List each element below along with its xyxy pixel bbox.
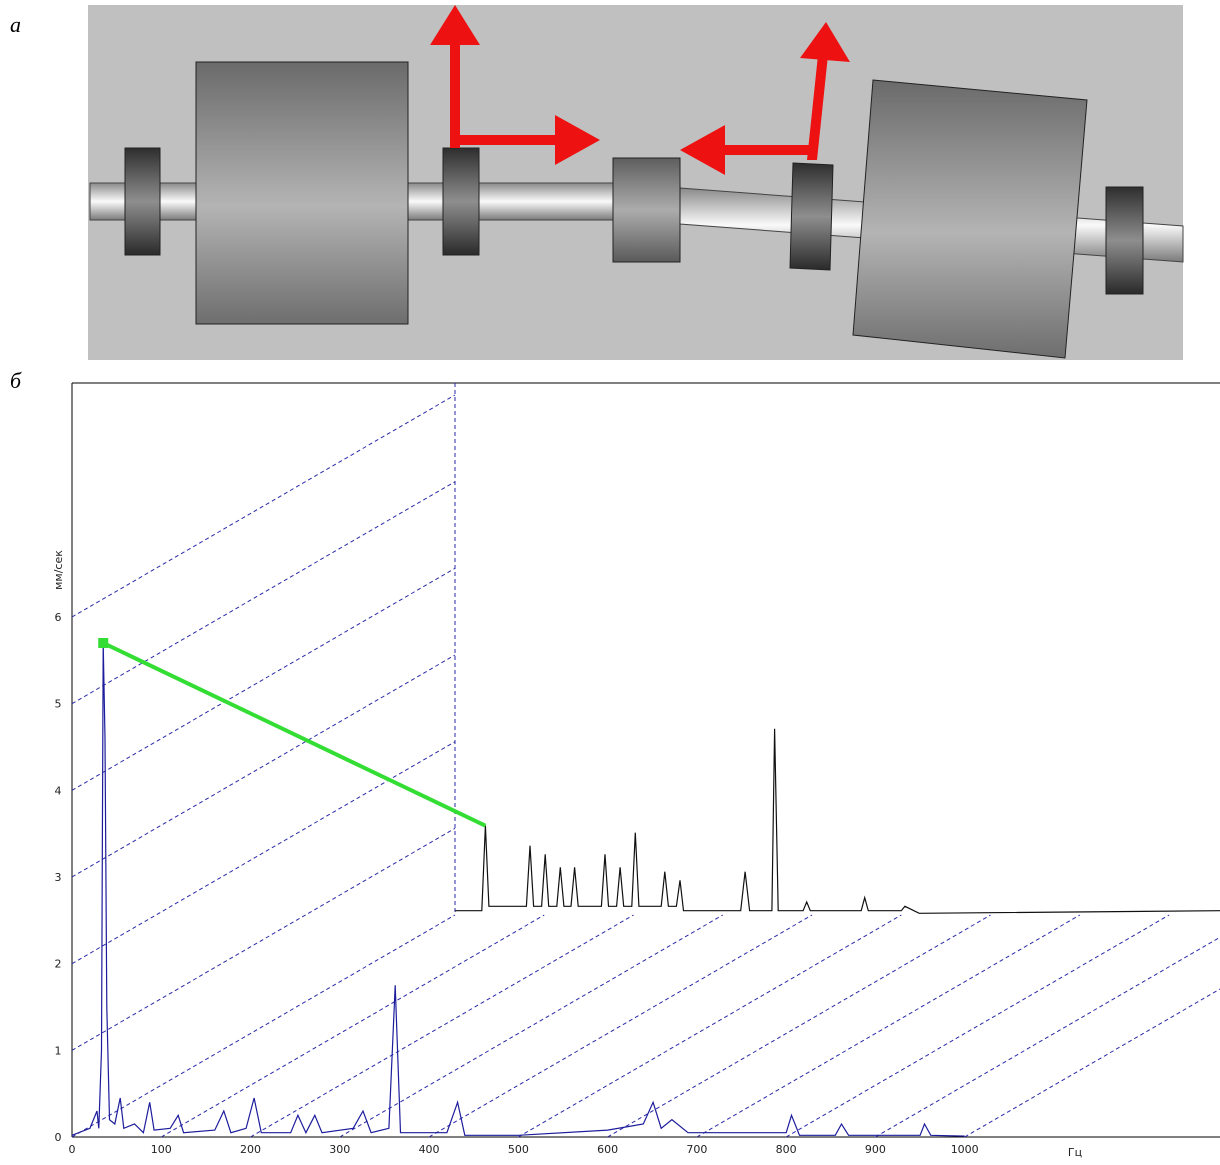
x-tick-label: 100: [151, 1143, 172, 1156]
x-tick-label: 0: [69, 1143, 76, 1156]
peak-marker: [98, 638, 109, 648]
spectrum-line: [455, 728, 1220, 914]
x-tick-label: 1000: [951, 1143, 979, 1156]
y-tick-label: 2: [55, 958, 62, 971]
spectrum-chart: 0 1 2 3 4 5 6 0 100 200 300 400 500 600 700 800 900 1000 Г…: [52, 382, 1220, 1159]
grid-line: [71, 914, 456, 1138]
grid-line: [71, 741, 456, 965]
machine-diagram: [88, 5, 1184, 360]
x-tick-label: 400: [419, 1143, 440, 1156]
x-tick-label: 700: [686, 1143, 707, 1156]
peak-connector: [102, 641, 487, 828]
grid-line: [607, 914, 991, 1138]
grid-line: [161, 914, 545, 1138]
x-axis-label: Гц: [1068, 1146, 1082, 1159]
grid-line: [71, 394, 456, 618]
y-tick-label: 3: [55, 871, 62, 884]
grid-line: [339, 914, 724, 1138]
x-tick-label: 300: [329, 1143, 350, 1156]
grid-line: [71, 481, 456, 705]
grid-line: [71, 567, 456, 791]
panel-label: б: [10, 368, 22, 393]
x-tick-label: 200: [240, 1143, 261, 1156]
grid-line: [428, 914, 813, 1138]
y-tick-label: 1: [55, 1044, 62, 1057]
grid-line: [964, 988, 1220, 1138]
y-tick-label: 6: [55, 611, 62, 624]
panel-label: а: [10, 12, 21, 37]
x-tick-label: 800: [776, 1143, 797, 1156]
bearing: [1105, 186, 1144, 295]
rotor: [195, 61, 409, 325]
coupling: [612, 157, 681, 263]
grid-line: [875, 936, 1220, 1138]
grid-line: [696, 914, 1081, 1138]
rotor: [852, 79, 1088, 359]
y-tick-label: 5: [55, 698, 62, 711]
x-tick-label: 600: [597, 1143, 618, 1156]
grid-line: [518, 914, 902, 1138]
bearing: [124, 147, 161, 256]
vibration-arrows: [430, 5, 850, 175]
bearing: [789, 162, 834, 271]
grid-line: [250, 914, 634, 1138]
spectrum-line: [71, 642, 965, 1137]
y-tick-label: 4: [55, 784, 62, 797]
y-tick-label: 0: [55, 1131, 62, 1144]
grid-line: [785, 914, 1170, 1138]
x-tick-label: 900: [865, 1143, 886, 1156]
grid-line: [71, 827, 456, 1051]
y-axis-label: мм/сек: [52, 550, 65, 590]
grid-line: [71, 654, 456, 878]
bearing: [442, 147, 480, 256]
x-tick-label: 500: [508, 1143, 529, 1156]
